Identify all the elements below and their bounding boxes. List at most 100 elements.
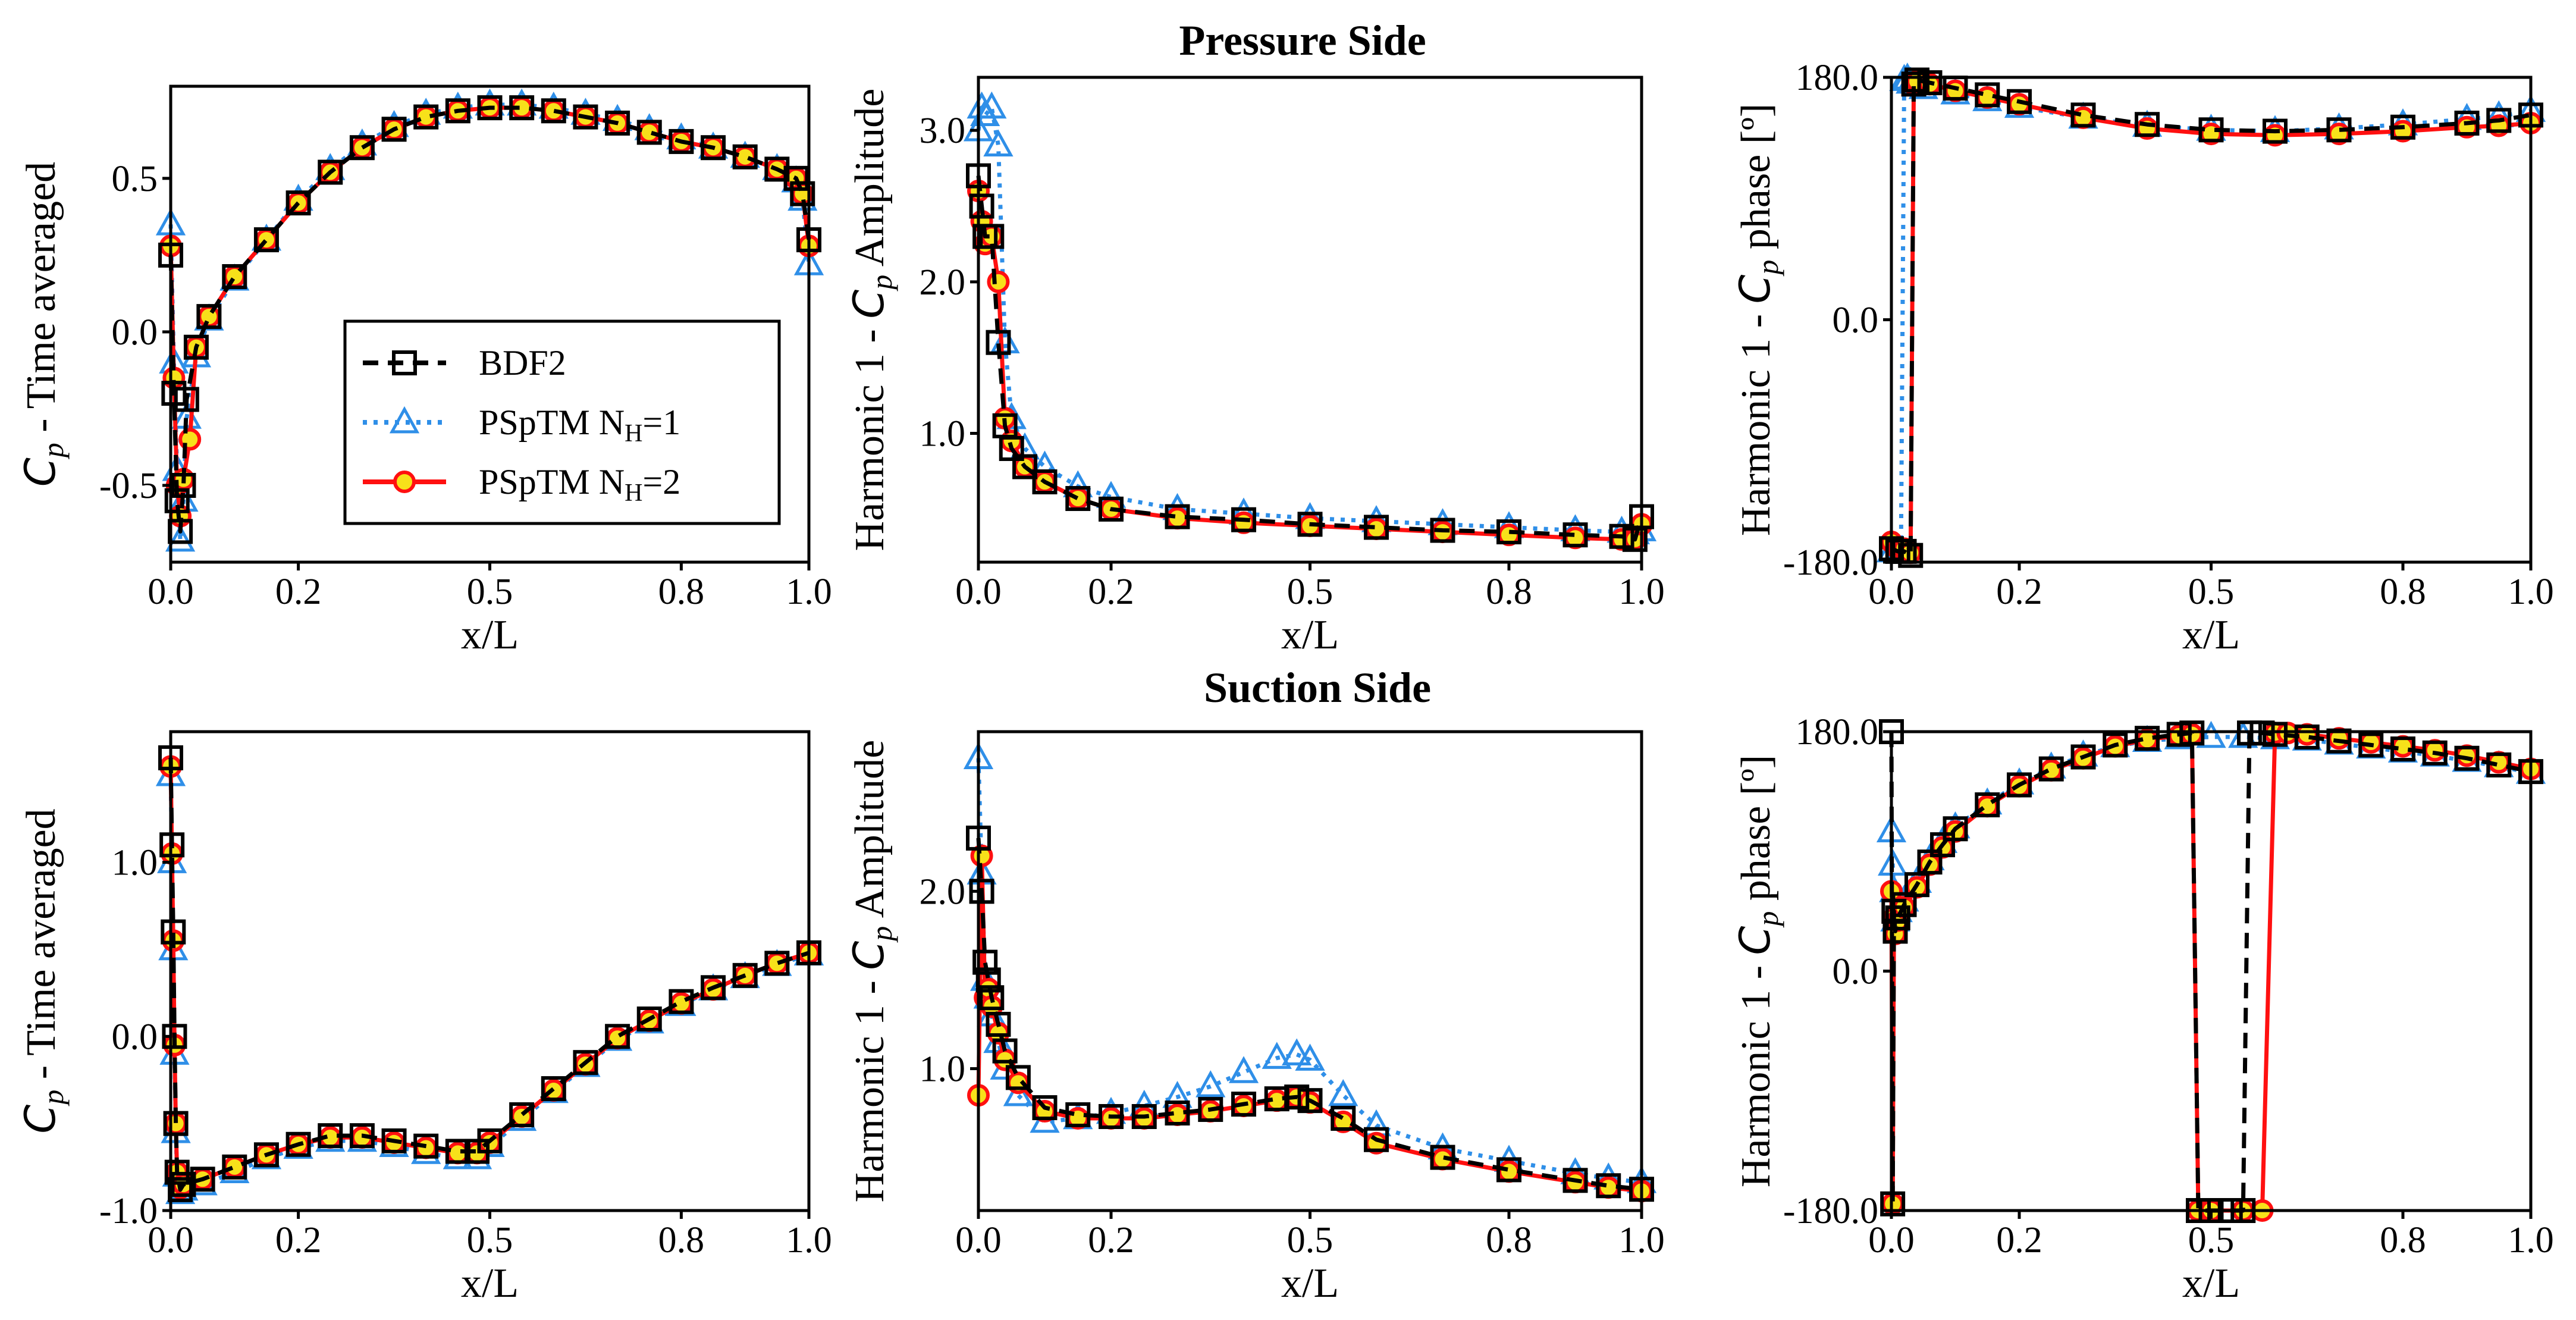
data-point-bdf2: [1165, 1100, 1190, 1126]
data-point-bdf2: [2454, 745, 2480, 771]
data-point-bdf2: [1975, 82, 2000, 108]
x-tick-label: 0.0: [955, 1220, 1002, 1261]
data-point-bdf2: [1012, 454, 1038, 479]
data-point-bdf2: [605, 110, 630, 136]
data-point-bdf2: [161, 381, 187, 406]
x-tick-label: 1.0: [786, 572, 832, 612]
data-point-bdf2: [222, 1154, 247, 1180]
data-point-bdf2: [171, 472, 196, 498]
data-point-bdf2: [669, 128, 694, 154]
data-point-bdf2: [1917, 849, 1943, 875]
data-point-bdf2: [1496, 1157, 1521, 1183]
data-point-bdf2: [2422, 740, 2448, 766]
row-title-pressure: Pressure Side: [1179, 17, 1426, 64]
x-tick-label: 0.8: [1486, 1220, 1532, 1261]
data-point-bdf2: [1099, 1103, 1124, 1129]
data-point-bdf2: [2198, 117, 2224, 143]
data-point-bdf2: [1005, 1065, 1031, 1090]
data-point-bdf2: [1562, 522, 1588, 548]
legend-entry-nh2: PSpTM NH=2: [363, 462, 680, 507]
y-axis-label: Harmonic 1 - Cp phase [º]: [1731, 104, 1784, 536]
chart-panel-ps-amp: 0.0 0.2 0.5 0.8 1.0 1.0 2.0 3.0 x/L Harmonic 1 - …: [845, 76, 1665, 658]
legend-entry-bdf2: BDF2: [363, 343, 566, 382]
data-point-bdf2: [196, 304, 222, 330]
series-line-nh2: [1890, 79, 2531, 555]
data-point-bdf2: [163, 1111, 189, 1136]
x-axis-label: x/L: [2182, 612, 2240, 658]
series-nh1: [963, 91, 1657, 544]
data-point-bdf2: [445, 98, 470, 124]
data-point-bdf2: [1904, 67, 1929, 93]
data-point-bdf2: [222, 264, 247, 289]
data-point-bdf2: [509, 1102, 535, 1127]
x-tick-label: 0.5: [1287, 1220, 1334, 1261]
data-point-bdf2: [1131, 1103, 1157, 1129]
data-point-nh1: [1361, 1109, 1392, 1137]
x-axis-label: x/L: [1281, 612, 1339, 658]
y-tick-label: 1.0: [920, 1049, 966, 1089]
axes-frame: [977, 730, 1643, 1212]
y-axis-label: Cp - Time averaged: [16, 808, 70, 1133]
data-point-bdf2: [992, 1038, 1018, 1064]
series-nh2: [1880, 722, 2542, 1222]
series-line-bdf2: [976, 175, 1644, 542]
plot-area: [1876, 62, 2546, 568]
data-point-bdf2: [2358, 732, 2384, 758]
chart-panel-ss-phase: 0.0 0.2 0.5 0.8 1.0-180.00.0180.0x/LHarmonic…: [1731, 712, 2554, 1306]
series-line-bdf2: [976, 838, 1642, 1192]
x-axis-label: x/L: [2182, 1261, 2240, 1306]
y-tick-label: 180.0: [1796, 58, 1879, 98]
x-tick-label: 0.5: [2188, 1220, 2235, 1261]
x-tick-label: 0.8: [2380, 1220, 2426, 1261]
data-point-nh2: [733, 145, 757, 168]
data-point-bdf2: [285, 190, 311, 216]
y-tick-label: 1.0: [112, 843, 158, 883]
series-bdf2: [158, 745, 821, 1202]
data-point-bdf2: [1165, 504, 1190, 529]
data-point-bdf2: [790, 181, 815, 206]
data-point-nh2: [765, 952, 789, 975]
x-tick-label: 0.0: [148, 572, 194, 612]
data-point-bdf2: [161, 919, 186, 945]
data-point-nh2: [1166, 507, 1189, 530]
chart-panel-ps-mean: 0.0 0.2 0.5 0.8 1.0-0.50.00.5x/LCp - Time av…: [16, 84, 832, 658]
legend: BDF2 PSpTM NH=1 PSpTM NH=2: [343, 319, 781, 525]
row-title-suction: Suction Side: [1204, 664, 1431, 711]
y-tick-label: -1.0: [99, 1191, 158, 1231]
series-bdf2: [1879, 719, 2543, 1223]
data-point-bdf2: [1885, 905, 1910, 931]
data-point-nh2: [350, 136, 374, 159]
data-point-bdf2: [2326, 117, 2352, 143]
data-point-bdf2: [381, 1128, 407, 1153]
data-point-nh1: [1295, 1043, 1325, 1071]
data-point-bdf2: [2135, 726, 2160, 751]
y-tick-label: 0.0: [1833, 952, 1879, 992]
data-point-bdf2: [701, 975, 726, 1001]
panels: 0.0 0.2 0.5 0.8 1.0-0.50.00.5x/LCp - Time av…: [16, 58, 2554, 1306]
data-point-bdf2: [669, 989, 694, 1014]
data-point-bdf2: [349, 1123, 375, 1149]
x-tick-label: 0.8: [1486, 572, 1532, 612]
data-point-bdf2: [1917, 70, 1943, 96]
data-point-bdf2: [2103, 732, 2128, 758]
y-tick-label: 2.0: [920, 262, 966, 303]
x-tick-label: 0.5: [1287, 572, 1334, 612]
x-tick-label: 1.0: [786, 1220, 832, 1261]
data-point-bdf2: [1975, 792, 2000, 817]
legend-marker: [392, 350, 417, 375]
series-nh2: [1880, 70, 2542, 565]
data-point-bdf2: [1231, 1092, 1256, 1117]
series-line-nh1: [976, 105, 1643, 536]
data-point-bdf2: [573, 104, 598, 130]
data-point-nh1: [983, 129, 1014, 156]
series-nh2: [967, 844, 1653, 1203]
data-point-bdf2: [969, 193, 994, 219]
y-tick-label: 0.0: [112, 1017, 158, 1057]
data-point-nh1: [165, 524, 196, 552]
y-tick-label: 1.0: [920, 414, 966, 454]
data-point-bdf2: [413, 1133, 439, 1159]
series-bdf2: [966, 825, 1654, 1202]
legend-label: PSpTM NH=2: [479, 462, 680, 507]
data-point-bdf2: [2070, 744, 2096, 770]
